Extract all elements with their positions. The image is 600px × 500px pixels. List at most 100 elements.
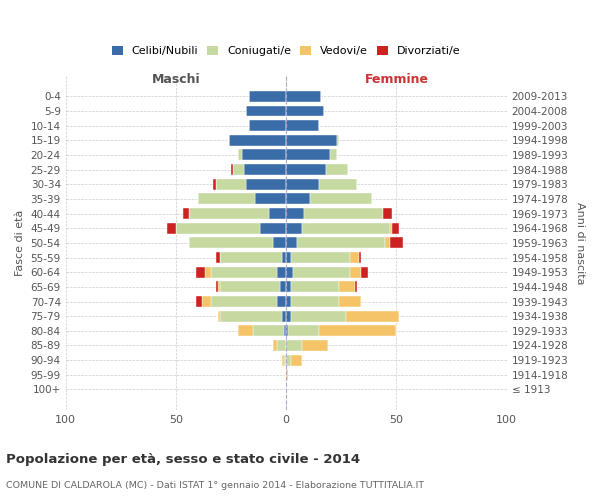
Bar	[390, 238, 403, 248]
Bar	[319, 326, 397, 336]
Bar	[346, 310, 398, 322]
Bar	[167, 222, 176, 234]
Bar	[286, 106, 323, 117]
Bar	[286, 222, 302, 234]
Bar	[355, 282, 357, 292]
Text: COMUNE DI CALDAROLA (MC) - Dati ISTAT 1° gennaio 2014 - Elaborazione TUTTITALIA.: COMUNE DI CALDAROLA (MC) - Dati ISTAT 1°…	[6, 481, 424, 490]
Bar	[289, 326, 319, 336]
Bar	[211, 266, 277, 278]
Bar	[256, 194, 286, 204]
Bar	[247, 106, 286, 117]
Bar	[286, 91, 322, 102]
Text: Maschi: Maschi	[152, 73, 200, 86]
Bar	[220, 310, 282, 322]
Bar	[286, 194, 310, 204]
Bar	[273, 238, 286, 248]
Bar	[286, 282, 290, 292]
Bar	[182, 208, 189, 219]
Bar	[290, 354, 302, 366]
Bar	[211, 296, 277, 307]
Bar	[302, 222, 390, 234]
Bar	[286, 238, 297, 248]
Bar	[290, 252, 350, 263]
Bar	[269, 208, 286, 219]
Bar	[297, 238, 385, 248]
Bar	[331, 150, 337, 160]
Bar	[280, 282, 286, 292]
Bar	[247, 179, 286, 190]
Bar	[253, 326, 284, 336]
Bar	[359, 252, 361, 263]
Bar	[249, 120, 286, 131]
Bar	[198, 194, 256, 204]
Bar	[290, 296, 339, 307]
Bar	[286, 252, 290, 263]
Bar	[290, 310, 346, 322]
Bar	[383, 208, 392, 219]
Bar	[310, 194, 372, 204]
Text: Femmine: Femmine	[364, 73, 428, 86]
Bar	[233, 164, 244, 175]
Bar	[238, 150, 242, 160]
Bar	[286, 135, 337, 146]
Bar	[189, 208, 269, 219]
Bar	[242, 150, 286, 160]
Bar	[202, 296, 211, 307]
Bar	[361, 266, 368, 278]
Bar	[337, 135, 339, 146]
Bar	[277, 296, 286, 307]
Bar	[282, 354, 284, 366]
Bar	[286, 266, 293, 278]
Bar	[244, 164, 286, 175]
Bar	[339, 282, 355, 292]
Bar	[286, 120, 319, 131]
Bar	[286, 150, 331, 160]
Bar	[282, 252, 286, 263]
Bar	[218, 282, 220, 292]
Bar	[286, 354, 290, 366]
Bar	[286, 208, 304, 219]
Bar	[385, 238, 390, 248]
Bar	[350, 266, 361, 278]
Bar	[392, 222, 398, 234]
Bar	[350, 252, 359, 263]
Bar	[304, 208, 383, 219]
Y-axis label: Fasce di età: Fasce di età	[15, 210, 25, 276]
Bar	[286, 340, 302, 351]
Bar	[238, 326, 253, 336]
Bar	[286, 370, 289, 380]
Bar	[249, 91, 286, 102]
Bar	[229, 135, 286, 146]
Bar	[339, 296, 361, 307]
Bar	[277, 340, 286, 351]
Bar	[218, 310, 220, 322]
Bar	[215, 252, 220, 263]
Bar	[277, 266, 286, 278]
Bar	[196, 296, 202, 307]
Bar	[284, 326, 286, 336]
Bar	[189, 238, 273, 248]
Bar	[302, 340, 328, 351]
Legend: Celibi/Nubili, Coniugati/e, Vedovi/e, Divorziati/e: Celibi/Nubili, Coniugati/e, Vedovi/e, Di…	[107, 41, 465, 60]
Bar	[220, 252, 282, 263]
Bar	[390, 222, 392, 234]
Bar	[286, 164, 326, 175]
Bar	[215, 282, 218, 292]
Bar	[214, 179, 215, 190]
Bar	[286, 326, 289, 336]
Bar	[196, 266, 205, 278]
Bar	[286, 179, 319, 190]
Bar	[319, 179, 357, 190]
Y-axis label: Anni di nascita: Anni di nascita	[575, 202, 585, 284]
Bar	[205, 266, 211, 278]
Bar	[260, 222, 286, 234]
Bar	[215, 179, 247, 190]
Bar	[290, 282, 339, 292]
Bar	[282, 310, 286, 322]
Bar	[286, 296, 290, 307]
Bar	[273, 340, 277, 351]
Bar	[284, 354, 286, 366]
Bar	[176, 222, 260, 234]
Text: Popolazione per età, sesso e stato civile - 2014: Popolazione per età, sesso e stato civil…	[6, 452, 360, 466]
Bar	[220, 282, 280, 292]
